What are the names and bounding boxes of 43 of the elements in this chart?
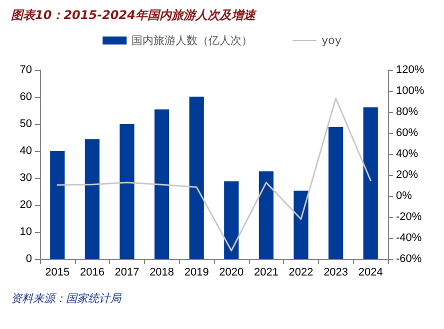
y2-tick-label: 60% bbox=[396, 127, 418, 139]
bar bbox=[224, 181, 239, 259]
y2-tick-label: 100% bbox=[396, 85, 424, 97]
bar bbox=[189, 96, 204, 259]
y2-tick-label: 0% bbox=[396, 190, 412, 202]
x-tick-label: 2022 bbox=[288, 266, 314, 278]
bar bbox=[294, 190, 308, 259]
y-tick-label: 10 bbox=[20, 226, 32, 238]
x-tick-label: 2023 bbox=[324, 266, 348, 278]
y-tick-label: 20 bbox=[20, 199, 32, 211]
bar bbox=[50, 151, 65, 259]
legend-label: yoy bbox=[322, 34, 342, 47]
text: 资料来源：国家统计局 bbox=[11, 292, 122, 305]
y2-tick-label: 40% bbox=[396, 148, 418, 160]
y-tick-label: 30 bbox=[20, 172, 32, 184]
bar bbox=[258, 171, 274, 259]
legend-label: 国内旅游人数（亿人次） bbox=[132, 34, 253, 47]
bar bbox=[328, 126, 344, 259]
bar bbox=[363, 107, 378, 259]
x-tick-label: 2015 bbox=[45, 266, 70, 278]
y-tick-label: 50 bbox=[20, 118, 32, 130]
y2-tick-label: -20% bbox=[396, 211, 422, 223]
bar bbox=[154, 109, 170, 259]
x-tick-label: 2017 bbox=[114, 266, 140, 278]
y-tick-label: 60 bbox=[20, 91, 32, 103]
y2-tick-label: 80% bbox=[396, 106, 418, 118]
y2-tick-label: -40% bbox=[396, 232, 422, 244]
y-tick-label: 0 bbox=[26, 253, 32, 265]
bar bbox=[120, 124, 134, 259]
y2-tick-label: -60% bbox=[396, 253, 422, 265]
x-tick-label: 2016 bbox=[80, 266, 104, 278]
x-tick-label: 2019 bbox=[184, 266, 209, 278]
chart-title: 图表10：2015-2024年国内旅游人次及增速 bbox=[11, 8, 258, 22]
x-tick-label: 2020 bbox=[219, 266, 244, 278]
y2-tick-label: 120% bbox=[396, 64, 424, 76]
y-tick-label: 70 bbox=[20, 64, 32, 76]
bar bbox=[84, 139, 100, 259]
x-tick-label: 2021 bbox=[254, 266, 278, 278]
line-series bbox=[56, 98, 372, 252]
x-tick-label: 2018 bbox=[150, 266, 174, 278]
x-tick-label: 2024 bbox=[358, 266, 383, 278]
y-tick-label: 40 bbox=[20, 145, 32, 157]
y2-tick-label: 20% bbox=[396, 169, 418, 181]
